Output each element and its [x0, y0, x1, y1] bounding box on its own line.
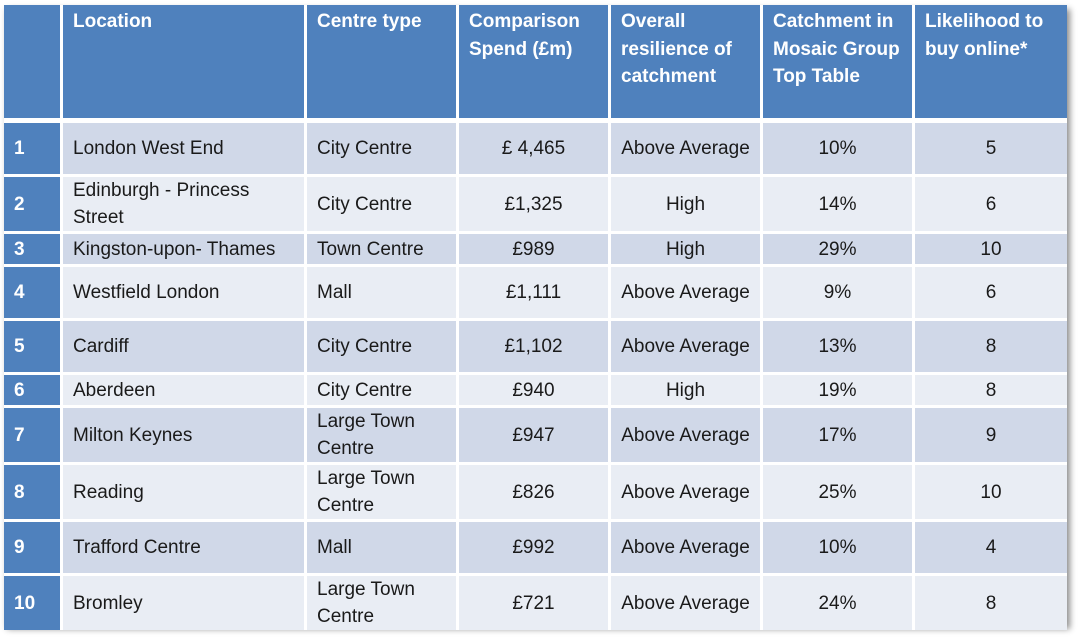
cell-spend: £940 [459, 375, 611, 408]
cell-centre-type: City Centre [307, 123, 459, 177]
cell-centre-type: Large Town Centre [307, 465, 459, 522]
cell-likelihood: 5 [915, 123, 1067, 177]
cell-catchment: 9% [763, 267, 915, 321]
cell-location: London West End [63, 123, 307, 177]
header-location: Location [63, 5, 307, 123]
table-row: 4 Westfield London Mall £1,111 Above Ave… [4, 267, 1067, 321]
cell-spend: £1,111 [459, 267, 611, 321]
row-num: 8 [4, 465, 63, 522]
table-row: 7 Milton Keynes Large Town Centre £947 A… [4, 408, 1067, 465]
cell-centre-type: City Centre [307, 177, 459, 234]
cell-resilience: Above Average [611, 576, 763, 630]
cell-catchment: 17% [763, 408, 915, 465]
cell-spend: £992 [459, 522, 611, 576]
cell-likelihood: 8 [915, 321, 1067, 375]
cell-centre-type: City Centre [307, 321, 459, 375]
row-num: 1 [4, 123, 63, 177]
cell-resilience: High [611, 177, 763, 234]
header-row: Location Centre type Comparison Spend (£… [4, 5, 1067, 123]
cell-location: Aberdeen [63, 375, 307, 408]
ranking-table: Location Centre type Comparison Spend (£… [4, 5, 1067, 630]
cell-location: Milton Keynes [63, 408, 307, 465]
cell-catchment: 24% [763, 576, 915, 630]
cell-location: Reading [63, 465, 307, 522]
table-row: 1 London West End City Centre £ 4,465 Ab… [4, 123, 1067, 177]
cell-resilience: Above Average [611, 321, 763, 375]
cell-spend: £1,325 [459, 177, 611, 234]
cell-likelihood: 10 [915, 465, 1067, 522]
cell-likelihood: 4 [915, 522, 1067, 576]
cell-centre-type: Mall [307, 522, 459, 576]
cell-centre-type: Mall [307, 267, 459, 321]
table-row: 6 Aberdeen City Centre £940 High 19% 8 [4, 375, 1067, 408]
cell-catchment: 14% [763, 177, 915, 234]
cell-location: Cardiff [63, 321, 307, 375]
cell-location: Bromley [63, 576, 307, 630]
cell-catchment: 19% [763, 375, 915, 408]
cell-spend: £ 4,465 [459, 123, 611, 177]
cell-likelihood: 9 [915, 408, 1067, 465]
row-num: 10 [4, 576, 63, 630]
row-num: 6 [4, 375, 63, 408]
row-num: 4 [4, 267, 63, 321]
cell-likelihood: 10 [915, 234, 1067, 267]
cell-catchment: 13% [763, 321, 915, 375]
header-centre-type: Centre type [307, 5, 459, 123]
cell-resilience: Above Average [611, 408, 763, 465]
cell-catchment: 29% [763, 234, 915, 267]
row-num: 9 [4, 522, 63, 576]
cell-spend: £1,102 [459, 321, 611, 375]
table-row: 3 Kingston-upon- Thames Town Centre £989… [4, 234, 1067, 267]
cell-location: Trafford Centre [63, 522, 307, 576]
cell-spend: £721 [459, 576, 611, 630]
cell-spend: £826 [459, 465, 611, 522]
header-likelihood: Likelihood to buy online* [915, 5, 1067, 123]
table-frame: Location Centre type Comparison Spend (£… [4, 5, 1067, 630]
cell-location: Westfield London [63, 267, 307, 321]
cell-centre-type: Large Town Centre [307, 408, 459, 465]
row-num: 5 [4, 321, 63, 375]
table-row: 9 Trafford Centre Mall £992 Above Averag… [4, 522, 1067, 576]
row-num: 7 [4, 408, 63, 465]
cell-resilience: Above Average [611, 465, 763, 522]
cell-location: Edinburgh - Princess Street [63, 177, 307, 234]
cell-centre-type: Town Centre [307, 234, 459, 267]
table-row: 10 Bromley Large Town Centre £721 Above … [4, 576, 1067, 630]
cell-resilience: High [611, 234, 763, 267]
cell-resilience: High [611, 375, 763, 408]
cell-spend: £947 [459, 408, 611, 465]
cell-location: Kingston-upon- Thames [63, 234, 307, 267]
cell-resilience: Above Average [611, 267, 763, 321]
cell-resilience: Above Average [611, 522, 763, 576]
header-catchment: Catchment in Mosaic Group Top Table [763, 5, 915, 123]
cell-catchment: 10% [763, 522, 915, 576]
cell-catchment: 10% [763, 123, 915, 177]
header-resilience: Overall resilience of catchment [611, 5, 763, 123]
cell-catchment: 25% [763, 465, 915, 522]
table-row: 5 Cardiff City Centre £1,102 Above Avera… [4, 321, 1067, 375]
cell-likelihood: 8 [915, 576, 1067, 630]
row-num: 2 [4, 177, 63, 234]
cell-resilience: Above Average [611, 123, 763, 177]
cell-centre-type: City Centre [307, 375, 459, 408]
header-num [4, 5, 63, 123]
row-num: 3 [4, 234, 63, 267]
cell-likelihood: 6 [915, 177, 1067, 234]
header-spend: Comparison Spend (£m) [459, 5, 611, 123]
cell-likelihood: 8 [915, 375, 1067, 408]
cell-likelihood: 6 [915, 267, 1067, 321]
cell-spend: £989 [459, 234, 611, 267]
table-row: 2 Edinburgh - Princess Street City Centr… [4, 177, 1067, 234]
cell-centre-type: Large Town Centre [307, 576, 459, 630]
table-row: 8 Reading Large Town Centre £826 Above A… [4, 465, 1067, 522]
